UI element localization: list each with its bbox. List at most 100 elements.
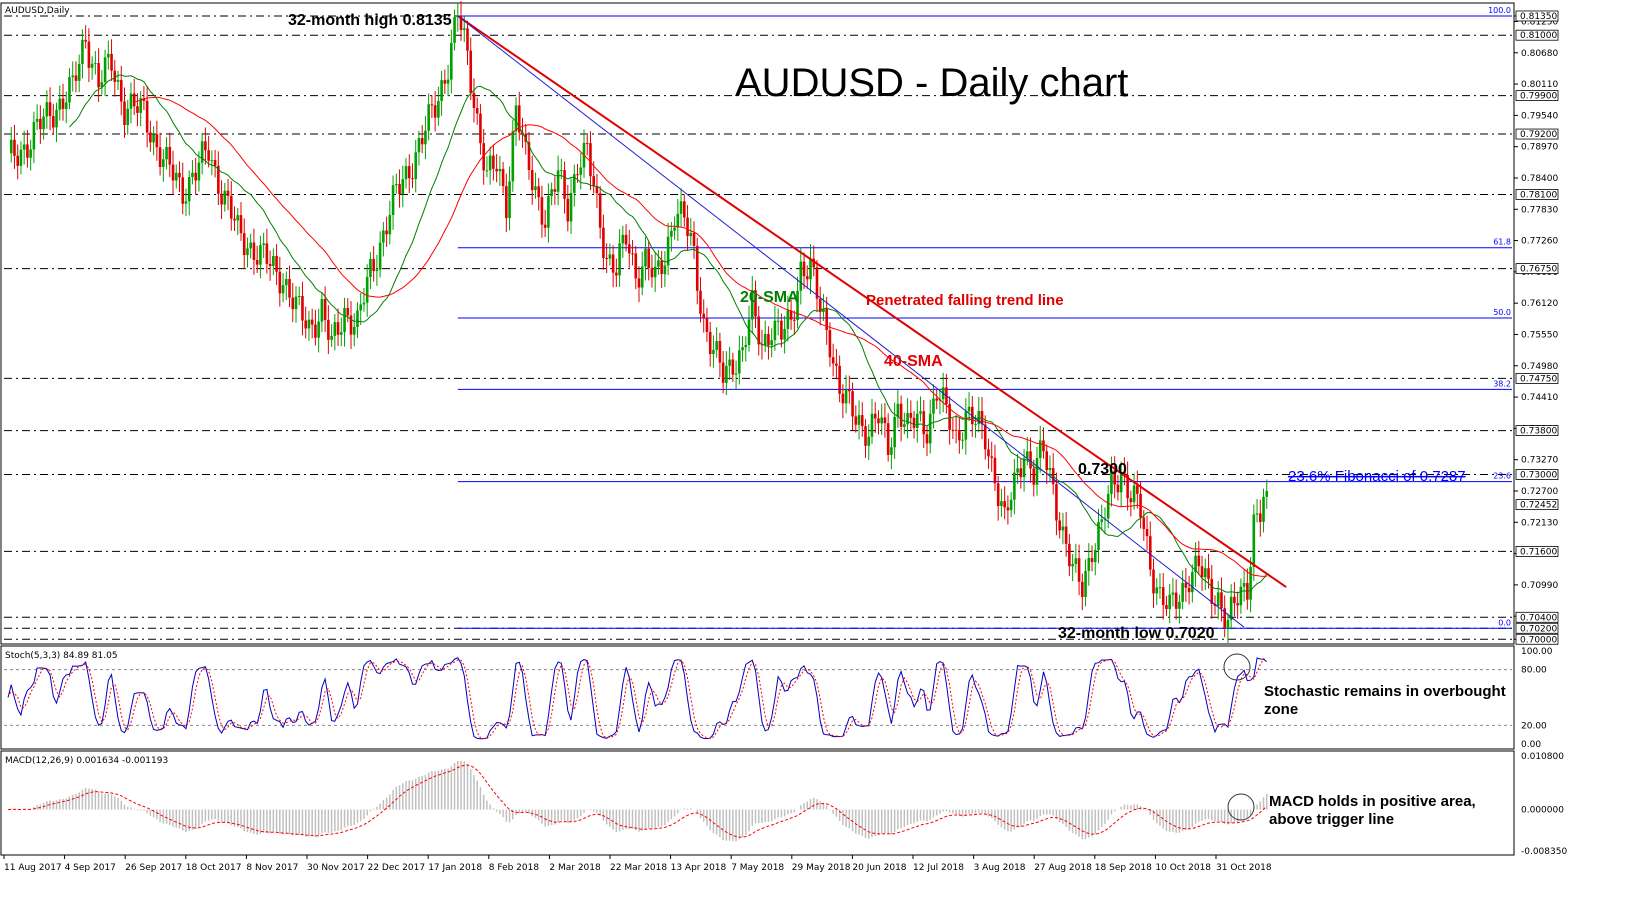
- candle-body: [608, 254, 612, 259]
- candle-body: [744, 344, 748, 348]
- candle-body: [572, 174, 576, 193]
- candle-body: [592, 176, 595, 187]
- candle-body: [718, 340, 722, 363]
- candle-body: [291, 297, 295, 310]
- candle-body: [162, 159, 165, 168]
- candle-body: [922, 411, 926, 435]
- candle-body: [530, 170, 534, 191]
- candle-body: [734, 373, 738, 375]
- candle-body: [857, 415, 861, 425]
- candle-body: [547, 196, 550, 228]
- candle-body: [783, 328, 786, 340]
- candle-body: [349, 315, 353, 335]
- candle-body: [13, 139, 16, 156]
- x-tick-label: 31 Oct 2018: [1216, 863, 1272, 873]
- candle-body: [1000, 501, 1003, 507]
- candle-body: [867, 436, 871, 446]
- y-tick-label: 0.77260: [1521, 237, 1558, 247]
- level-label: 0.72452: [1520, 501, 1557, 511]
- candle-body: [35, 118, 39, 122]
- candle-body: [22, 144, 26, 150]
- candle-body: [666, 236, 670, 266]
- candle-body: [1093, 549, 1097, 563]
- candle-body: [1165, 605, 1168, 609]
- candle-body: [1187, 587, 1191, 593]
- trendline-annotation: Penetrated falling trend line: [866, 292, 1064, 309]
- macd-panel-frame: [0, 750, 1515, 856]
- x-tick-label: 22 Mar 2018: [610, 863, 667, 873]
- candle-body: [262, 243, 265, 246]
- chart-title: AUDUSD - Daily chart: [735, 61, 1128, 105]
- candle-body: [1262, 496, 1265, 522]
- candle-body: [585, 142, 589, 144]
- channel-line: [457, 15, 1245, 628]
- level-label-box: [1515, 611, 1559, 623]
- candle-body: [129, 93, 133, 109]
- candle-body: [29, 149, 32, 158]
- candle-body: [26, 144, 29, 158]
- candle-body: [951, 429, 955, 431]
- candle-body: [692, 232, 696, 246]
- time-axis: 11 Aug 2017 4 Sep 2017 26 Sep 2017 18 Oct 2…: [3, 855, 1272, 873]
- x-tick-label: 30 Nov 2017: [307, 863, 365, 873]
- fib-label: 100.0: [1488, 6, 1511, 15]
- y-tick-label: 0.74980: [1521, 362, 1558, 372]
- candle-body: [492, 155, 495, 169]
- high-annotation: 32-month high 0.8135: [288, 12, 452, 29]
- candle-body: [1161, 587, 1165, 606]
- level-label-box: [1515, 633, 1559, 645]
- candle-body: [136, 106, 139, 113]
- fib-label: 50.0: [1493, 308, 1511, 317]
- candle-body: [514, 105, 518, 132]
- candle-body: [420, 137, 424, 145]
- candle-body: [1084, 570, 1087, 598]
- candle-body: [1074, 558, 1078, 564]
- y-tick-label: 0.73270: [1521, 456, 1558, 466]
- candle-body: [1168, 594, 1171, 609]
- candle-body: [1148, 536, 1152, 570]
- x-tick-label: 2 Mar 2018: [549, 863, 601, 873]
- candle-body: [1216, 592, 1220, 606]
- candle-body: [760, 344, 764, 346]
- stochastic-panel: 100.00 80.00 20.00 0.00: [4, 647, 1553, 750]
- candle-body: [653, 266, 657, 278]
- candle-body: [1255, 513, 1259, 515]
- candle-body: [741, 347, 744, 351]
- candle-body: [1178, 601, 1181, 609]
- candle-body: [171, 164, 175, 181]
- candle-body: [19, 149, 23, 166]
- candle-body: [763, 334, 767, 345]
- candle-body: [670, 230, 673, 237]
- candle-body: [602, 227, 605, 259]
- candle-body: [1061, 526, 1065, 531]
- candle-body: [877, 418, 880, 424]
- candle-body: [68, 77, 71, 103]
- candle-body: [498, 168, 502, 172]
- candle-body: [637, 278, 641, 288]
- y-tick-label: 0.81250: [1521, 17, 1558, 27]
- candle-body: [107, 53, 110, 58]
- candle-body: [1181, 582, 1184, 602]
- sma40-line: [134, 96, 1267, 577]
- candle-body: [45, 102, 49, 117]
- candle-body: [789, 310, 793, 320]
- candle-body: [246, 248, 249, 256]
- candle-body: [660, 260, 663, 275]
- candle-body: [142, 98, 146, 101]
- candle-body: [346, 307, 350, 316]
- candle-body: [113, 70, 117, 82]
- candle-body: [854, 416, 858, 425]
- candle-body: [440, 80, 443, 101]
- level-label-box: [1515, 373, 1559, 384]
- candle-body: [123, 101, 126, 126]
- y-tick-label: 0.78400: [1521, 174, 1558, 184]
- candle-body: [116, 80, 120, 82]
- candle-body: [475, 107, 479, 114]
- candle-body: [805, 276, 809, 280]
- candle-body: [569, 192, 573, 222]
- y-tick-label: 0.77830: [1521, 205, 1558, 215]
- level-7300-annotation: 0.7300: [1078, 461, 1127, 478]
- candle-body: [1042, 440, 1045, 452]
- candle-body: [369, 258, 372, 277]
- candle-body: [58, 98, 62, 110]
